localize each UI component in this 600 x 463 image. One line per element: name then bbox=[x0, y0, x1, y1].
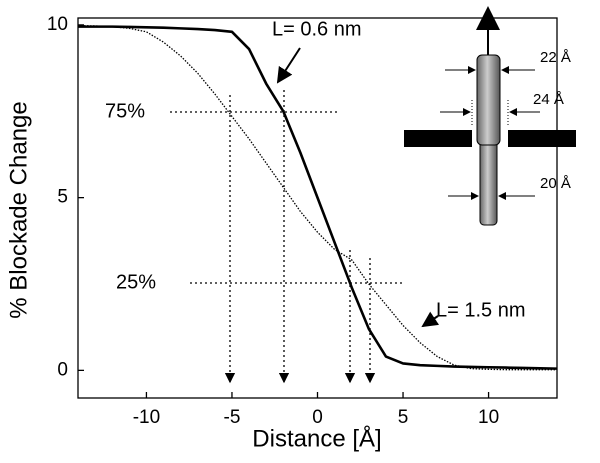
y-tick-label: 5 bbox=[57, 187, 68, 208]
y-tick-label: 0 bbox=[57, 359, 68, 380]
series-line bbox=[78, 25, 558, 370]
cylinder bbox=[476, 54, 501, 146]
curve-label: L= 1.5 nm bbox=[436, 299, 526, 321]
membrane bbox=[404, 130, 472, 147]
curve-label: L= 0.6 nm bbox=[272, 18, 362, 40]
x-tick-label: 0 bbox=[312, 407, 323, 428]
annotation: 25% bbox=[116, 271, 156, 293]
series-line bbox=[77, 24, 557, 371]
inset-label: 22 Å bbox=[540, 49, 571, 66]
label-arrow bbox=[421, 311, 440, 328]
x-tick-label: -10 bbox=[133, 407, 160, 428]
x-tick-label: 10 bbox=[478, 407, 499, 428]
label-arrow bbox=[276, 47, 301, 84]
inset-label: 24 Å bbox=[533, 91, 564, 108]
cylinder bbox=[479, 139, 498, 226]
y-axis-label: % Blockade Change bbox=[5, 101, 32, 318]
inset: 22 Å 24 Å 20 Å bbox=[404, 6, 576, 226]
x-tick-label: 5 bbox=[398, 407, 409, 428]
x-axis-label: Distance [Å] bbox=[252, 424, 381, 452]
annotation: 75% bbox=[105, 100, 145, 122]
y-tick-label: 10 bbox=[47, 14, 68, 35]
membrane bbox=[508, 130, 576, 147]
guides bbox=[170, 90, 405, 384]
inset-label: 20 Å bbox=[540, 175, 571, 192]
x-tick-label: -5 bbox=[224, 407, 241, 428]
